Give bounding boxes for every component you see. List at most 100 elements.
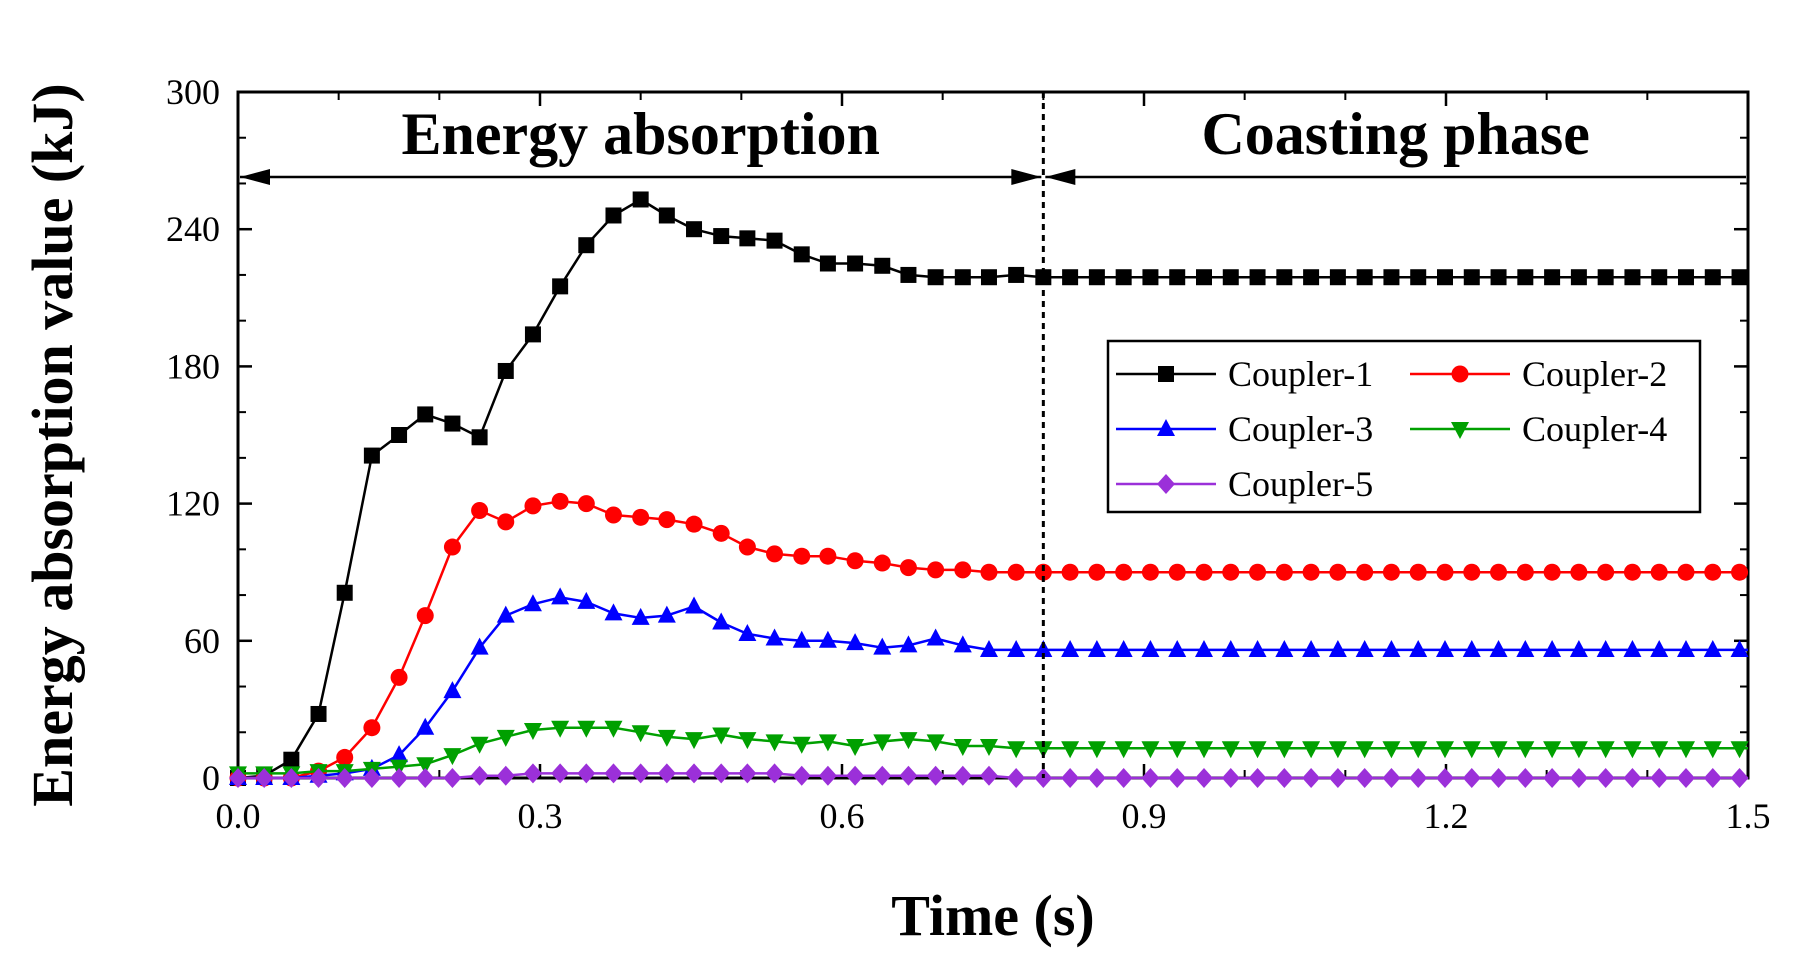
coupler-2-point bbox=[1490, 563, 1508, 581]
coupler-2-point bbox=[524, 497, 542, 515]
coupler-4-point bbox=[1569, 741, 1588, 759]
coupler-4-point bbox=[792, 736, 811, 754]
coupler-1-point bbox=[819, 255, 836, 272]
coupler-4-markers bbox=[229, 720, 1749, 784]
coupler-2-point bbox=[1409, 563, 1427, 581]
coupler-4-point bbox=[1623, 741, 1642, 759]
coupler-1-point bbox=[1704, 269, 1721, 286]
coupler-3-point bbox=[738, 623, 757, 641]
coupler-5-point bbox=[926, 765, 945, 786]
coupler-4-point bbox=[685, 732, 704, 750]
coupler-3-markers bbox=[229, 587, 1749, 785]
coupler-3-point bbox=[1676, 639, 1695, 657]
coupler-3-point bbox=[470, 637, 489, 655]
coupler-1-point bbox=[1249, 269, 1266, 286]
coupler-1-point bbox=[578, 237, 595, 254]
coupler-3-point bbox=[792, 630, 811, 648]
coupler-3-point bbox=[899, 635, 918, 653]
coupler-4-point bbox=[818, 734, 837, 752]
coupler-3-point bbox=[1061, 639, 1080, 657]
legend: Coupler-1 Coupler-2 Coupler-3 Coupler-4 Coup… bbox=[1106, 339, 1702, 514]
coupler-3-point bbox=[1703, 639, 1722, 657]
series-group bbox=[229, 191, 1749, 788]
coupler-3-point bbox=[1650, 639, 1669, 657]
coupler-5-point bbox=[362, 768, 381, 788]
coupler-1-point bbox=[1597, 269, 1614, 286]
coupler-5-point bbox=[1489, 768, 1508, 788]
coupler-3-point bbox=[577, 591, 596, 609]
coupler-2-point bbox=[793, 547, 811, 565]
coupler-4-point bbox=[926, 734, 945, 752]
coupler-3-point bbox=[496, 605, 515, 623]
coupler-5-point bbox=[496, 765, 515, 786]
coupler-3-point bbox=[1435, 639, 1454, 657]
legend-coupler-2-marker bbox=[1451, 365, 1469, 383]
coupler-5-point bbox=[792, 765, 811, 786]
coupler-2-point bbox=[1222, 563, 1240, 581]
coupler-5-point bbox=[1409, 768, 1428, 788]
coupler-5-point bbox=[846, 765, 865, 786]
coupler-5-point bbox=[873, 765, 892, 786]
coupler-5-point bbox=[685, 763, 704, 784]
coupler-2-point bbox=[1115, 563, 1133, 581]
coupler-2-point bbox=[1007, 563, 1025, 581]
coupler-1-point bbox=[1303, 269, 1320, 286]
y-axis-title: Energy absorption value (kJ) bbox=[20, 83, 85, 806]
coupler-5-point bbox=[604, 763, 623, 784]
coupler-1-point bbox=[1356, 269, 1373, 286]
coupler-2-point bbox=[1034, 563, 1052, 581]
coupler-3-point bbox=[1409, 639, 1428, 657]
coupler-1-point bbox=[391, 427, 408, 443]
coupler-2-point bbox=[471, 501, 489, 519]
coupler-3-point bbox=[1034, 639, 1053, 657]
legend-coupler-1-marker bbox=[1158, 366, 1174, 382]
coupler-3-point bbox=[979, 639, 998, 657]
coupler-4-point bbox=[604, 720, 623, 738]
legend-coupler-4-label: Coupler-4 bbox=[1522, 409, 1667, 449]
coupler-2-point bbox=[685, 515, 703, 533]
coupler-2-point bbox=[416, 607, 434, 625]
coupler-5-point bbox=[1194, 768, 1213, 788]
coupler-1-point bbox=[713, 228, 730, 245]
y-tick-label: 240 bbox=[166, 209, 220, 249]
coupler-2-point bbox=[443, 538, 461, 556]
coupler-2-point bbox=[1195, 563, 1213, 581]
coupler-4-point bbox=[1676, 741, 1695, 759]
coupler-2-point bbox=[1516, 563, 1534, 581]
coupler-4-point bbox=[1328, 741, 1347, 759]
coupler-3-point bbox=[443, 681, 462, 699]
coupler-2-point bbox=[1329, 563, 1347, 581]
coupler-3-point bbox=[818, 630, 837, 648]
coupler-5-point bbox=[309, 768, 328, 788]
coupler-4-point bbox=[1168, 741, 1187, 759]
coupler-3-point bbox=[1596, 639, 1615, 657]
coupler-3-point bbox=[631, 607, 650, 625]
coupler-5-point bbox=[1543, 768, 1562, 788]
coupler-5-point bbox=[416, 768, 435, 788]
legend-coupler-2-label: Coupler-2 bbox=[1522, 354, 1667, 394]
coupler-2-point bbox=[1356, 563, 1374, 581]
coupler-2-point bbox=[738, 538, 756, 556]
coupler-5-point bbox=[1623, 768, 1642, 788]
coupler-4-point bbox=[577, 720, 596, 738]
coupler-1-point bbox=[363, 447, 380, 464]
y-tick-label: 0 bbox=[202, 758, 220, 798]
coupler-3-point bbox=[523, 594, 542, 612]
coupler-3-point bbox=[765, 628, 784, 646]
coupler-3-point bbox=[1355, 639, 1374, 657]
coupler-1-point bbox=[954, 269, 971, 286]
phase-arrowhead-left bbox=[240, 169, 270, 185]
coupler-5-point bbox=[657, 763, 676, 784]
y-tick-label: 60 bbox=[184, 621, 220, 661]
coupler-4-point bbox=[979, 738, 998, 756]
coupler-5-point bbox=[470, 765, 489, 786]
coupler-1-point bbox=[927, 269, 944, 286]
coupler-2-point bbox=[390, 668, 408, 686]
coupler-1-point bbox=[336, 584, 353, 601]
coupler-1-point bbox=[1115, 269, 1132, 286]
coupler-5-point bbox=[282, 768, 301, 788]
coupler-3-point bbox=[657, 605, 676, 623]
coupler-3-point bbox=[1489, 639, 1508, 657]
coupler-4-point bbox=[1114, 741, 1133, 759]
coupler-1-point bbox=[847, 255, 864, 272]
